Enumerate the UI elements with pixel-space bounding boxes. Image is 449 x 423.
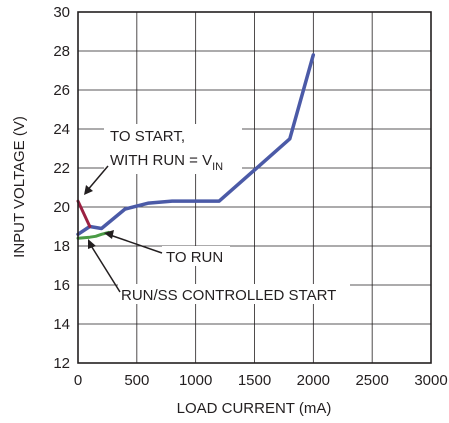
y-tick-label: 14 (53, 316, 70, 333)
x-tick-label: 3000 (414, 372, 447, 389)
annotation-start-line2: WITH RUN = VIN (110, 152, 223, 173)
y-tick-label: 26 (53, 82, 70, 99)
x-tick-label: 2000 (297, 372, 330, 389)
x-tick-label: 0 (74, 372, 82, 389)
annotation-runss-arrowhead (88, 239, 96, 249)
series-lines (76, 53, 316, 240)
annotation-start-bg (104, 124, 242, 174)
annotation-run-bg (162, 246, 230, 266)
series-line-3 (76, 230, 111, 240)
annotation-runss-bg (118, 284, 350, 304)
y-tick-label: 16 (53, 277, 70, 294)
x-axis-title: LOAD CURRENT (mA) (177, 400, 332, 417)
y-tick-label: 20 (53, 199, 70, 216)
x-tick-label: 1000 (179, 372, 212, 389)
y-tick-label: 18 (53, 238, 70, 255)
series-line-2 (76, 199, 92, 228)
annotation-run-leader (109, 234, 163, 254)
annotation-runss-leader (89, 243, 121, 293)
plot-frame (77, 11, 432, 364)
y-axis-title: INPUT VOLTAGE (V) (11, 116, 28, 258)
annotation-start-line1: TO START, (110, 128, 185, 145)
annotation-start-arrowhead (84, 185, 93, 195)
y-tick-labels: 12 14 16 18 20 22 24 26 28 30 (53, 4, 70, 372)
x-tick-label: 1500 (238, 372, 271, 389)
y-tick-label: 22 (53, 160, 70, 177)
x-tick-label: 2500 (355, 372, 388, 389)
y-tick-label: 12 (53, 355, 70, 372)
annotation-start-leader (85, 165, 109, 193)
annotation-run-arrowhead (104, 230, 114, 239)
annotation-run-label: TO RUN (166, 249, 223, 266)
grid-lines (78, 12, 431, 363)
y-tick-label: 28 (53, 43, 70, 60)
series-line-1 (76, 53, 316, 237)
x-tick-label: 500 (124, 372, 149, 389)
y-tick-label: 24 (53, 121, 70, 138)
y-tick-label: 30 (53, 4, 70, 21)
x-tick-labels: 0 500 1000 1500 2000 2500 3000 (74, 372, 448, 389)
annotation-runss-label: RUN/SS CONTROLLED START (121, 287, 336, 304)
